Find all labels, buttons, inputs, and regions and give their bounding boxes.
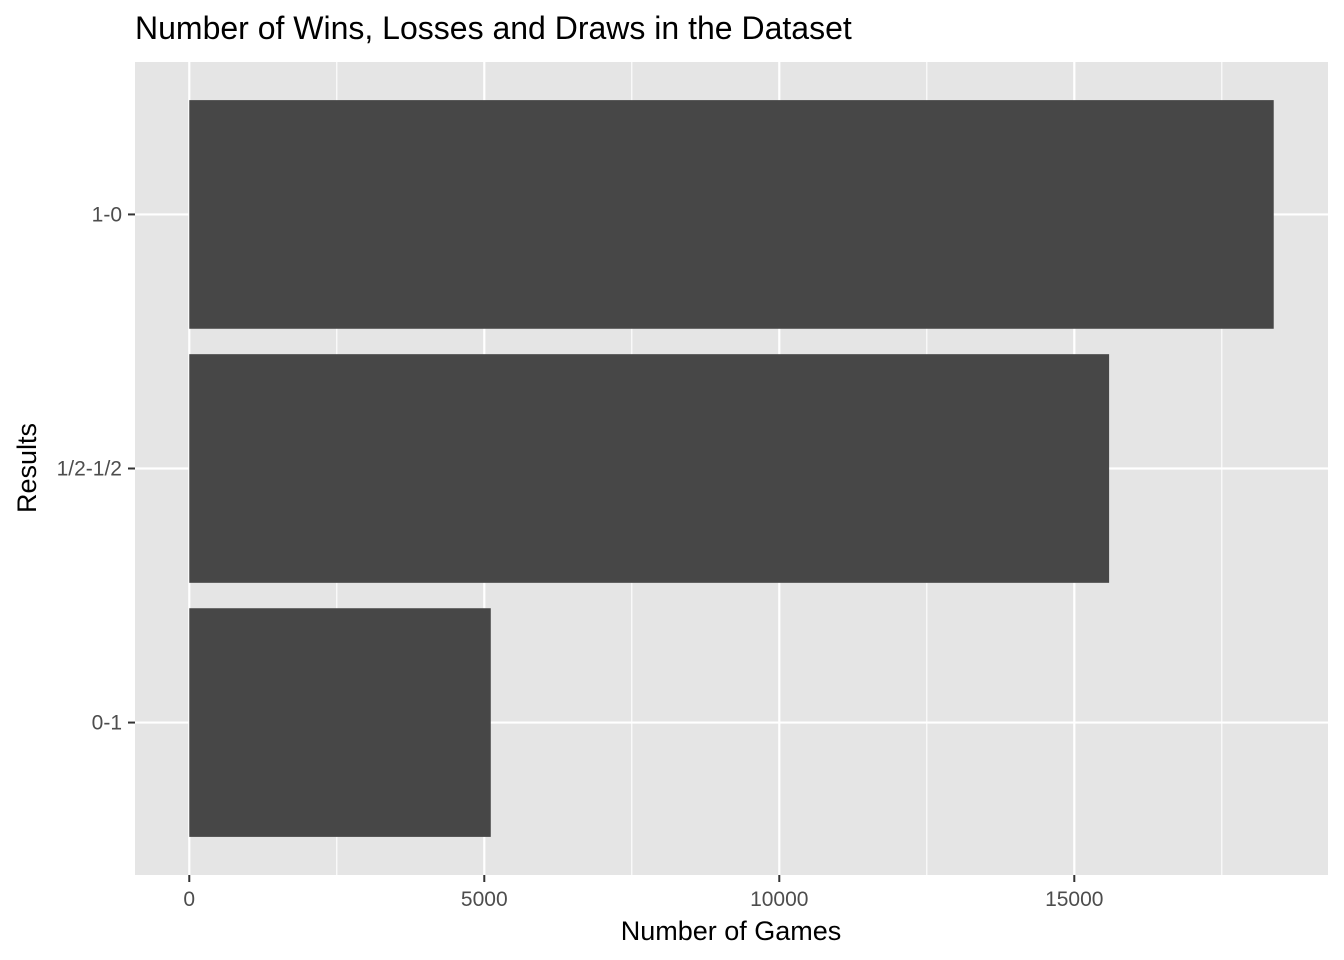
y-tick-label: 1-0 — [92, 203, 122, 226]
x-tick-label: 15000 — [1045, 888, 1103, 911]
bar-0-1 — [189, 608, 491, 837]
y-tick-label: 1/2-1/2 — [57, 458, 122, 481]
x-axis-title: Number of Games — [621, 916, 842, 946]
bar-1/2-1/2 — [189, 354, 1110, 583]
x-tick-label: 10000 — [750, 888, 808, 911]
chart-title: Number of Wins, Losses and Draws in the … — [135, 10, 852, 46]
y-axis-title: Results — [12, 423, 42, 513]
y-tick-label: 0-1 — [92, 712, 122, 735]
bars — [189, 100, 1274, 837]
axes: 0 5000 10000 15000 1-0 1/2-1/2 0-1 — [57, 203, 1104, 911]
x-tick-label: 5000 — [461, 888, 508, 911]
bar-1-0 — [189, 100, 1274, 329]
x-tick-label: 0 — [183, 888, 195, 911]
